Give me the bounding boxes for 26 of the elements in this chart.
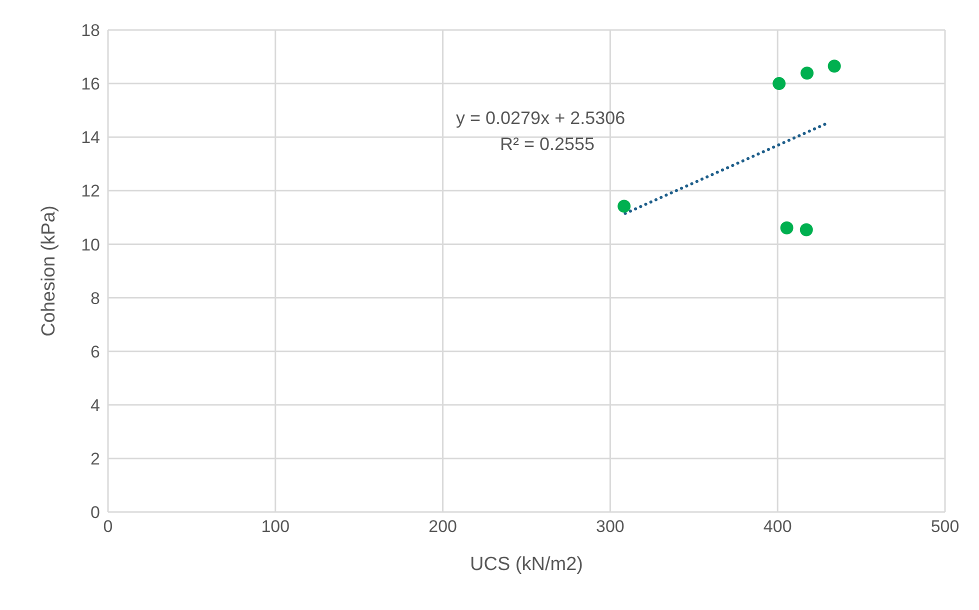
y-tick-label: 0 [90, 503, 100, 522]
annotation: R² = 0.2555 [500, 134, 595, 155]
y-tick-label: 16 [81, 74, 100, 94]
y-tick-label: 12 [81, 182, 100, 201]
y-tick-label: 2 [90, 449, 100, 468]
y-tick-label: 10 [81, 235, 100, 254]
x-tick-label: 300 [596, 517, 624, 536]
y-tick-label: 18 [81, 21, 100, 40]
x-tick-label: 400 [763, 517, 792, 536]
x-tick-label: 500 [930, 517, 960, 536]
point [780, 221, 794, 234]
point [618, 200, 631, 213]
y-tick-label: 6 [90, 342, 100, 362]
point [772, 77, 786, 90]
x-axis-title: UCS (kN/m2) [470, 554, 583, 575]
point [828, 60, 841, 73]
x-tick-label: 200 [428, 517, 457, 536]
point [800, 223, 813, 236]
annotation: y = 0.0279x + 2.5306 [456, 108, 626, 129]
point [800, 66, 814, 80]
x-tick-label: 0 [103, 517, 113, 536]
y-tick-label: 14 [81, 128, 100, 148]
y-tick-label: 8 [90, 288, 100, 308]
y-tick-label: 4 [90, 396, 100, 415]
y-axis-title: Cohesion (kPa) [38, 206, 60, 336]
x-tick-label: 100 [261, 517, 290, 536]
